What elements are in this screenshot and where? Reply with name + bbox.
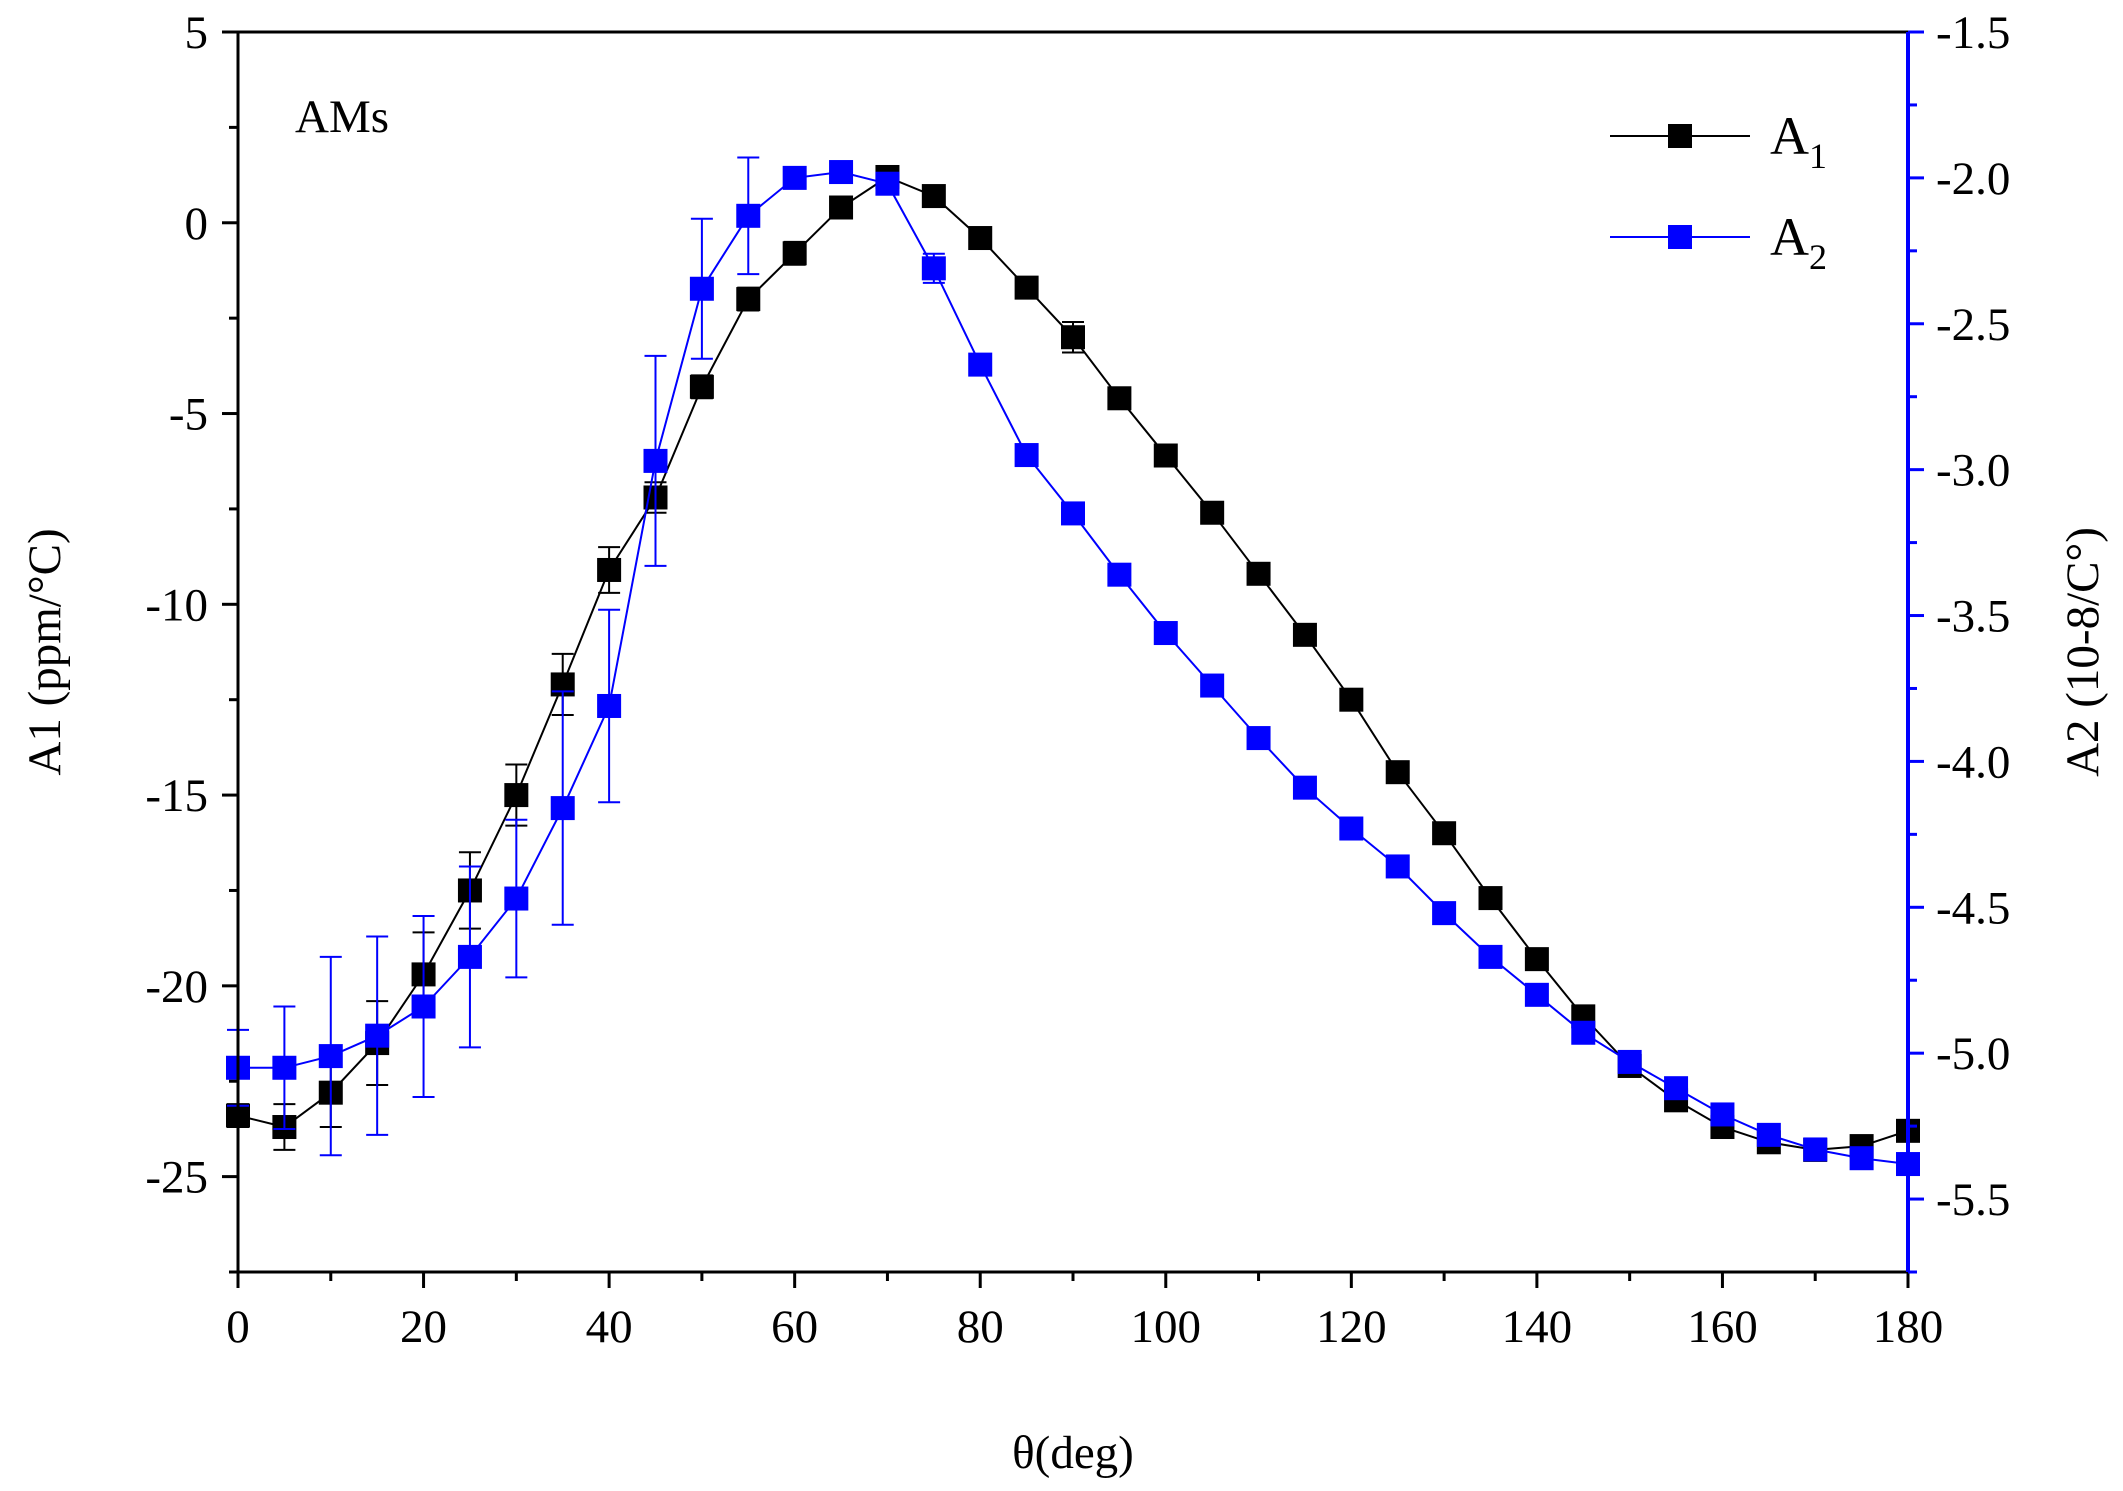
x-tick-label: 160 [1687,1301,1758,1353]
y-left-axis-title: A1 (ppm/°C) [19,528,71,775]
y-right-tick-label: -3.0 [1936,445,2010,497]
data-point [782,241,807,266]
x-tick-label: 40 [586,1301,633,1353]
data-point [1710,1102,1735,1127]
data-point [1617,1049,1642,1074]
data-point [1107,386,1132,411]
data-point [1524,982,1549,1007]
x-tick-label: 180 [1873,1301,1944,1353]
data-point [1061,325,1085,350]
x-axis-title: θ(deg) [1012,1427,1134,1479]
data-point [1478,886,1503,911]
data-point [1339,816,1364,841]
data-point [1246,726,1271,751]
y-right-tick-label: -5.0 [1936,1028,2010,1080]
y-right-tick-label: -2.5 [1936,299,2010,351]
data-point [829,160,854,185]
data-point [736,287,761,312]
y-left-tick-label: -25 [145,1152,208,1204]
data-point [689,374,714,399]
data-point [1849,1146,1874,1171]
y-left-tick-label: 0 [185,198,209,250]
x-tick-label: 0 [226,1301,250,1353]
y-right-tick-label: -4.5 [1936,882,2010,934]
data-point [968,352,993,377]
data-point [921,256,946,281]
data-point [829,195,854,220]
y-left-axis: 5 0 -5 -10 -15 -20 -25 [145,7,238,1274]
legend-item-a2: A2 [1610,207,1827,277]
legend-marker-a1 [1668,124,1692,148]
data-point [457,944,482,969]
data-point [411,994,436,1019]
data-point [689,276,714,301]
series-a2 [226,156,1920,1177]
data-point [1200,673,1225,698]
y-right-tick-label: -4.0 [1936,736,2010,788]
y-left-tick-label: -15 [145,770,208,822]
data-point [736,203,761,228]
data-point [1061,501,1085,526]
x-axis: 0 20 40 60 80 100 120 140 160 180 [226,1272,1943,1353]
x-tick-label: 20 [400,1301,447,1353]
y-right-tick-label: -5.5 [1936,1174,2010,1226]
data-point [1246,561,1271,586]
data-point [1014,443,1039,468]
data-point [1014,275,1039,300]
data-point [504,783,529,808]
data-point [504,886,529,911]
data-point [1432,901,1457,926]
y-left-tick-label: 5 [185,7,209,59]
data-point [1200,500,1225,525]
y-right-tick-label: -1.5 [1936,7,2010,59]
y-right-axis: -1.5 -2.0 -2.5 -3.0 -3.5 -4.0 -4.5 -5.0 -5.5 [1908,7,2010,1274]
x-tick-label: 140 [1502,1301,1573,1353]
data-point [365,1023,390,1048]
y-right-axis-title: A2 (10-8/C°) [2057,527,2109,777]
data-point [1107,562,1132,587]
x-tick-label: 80 [957,1301,1004,1353]
data-point [1803,1137,1828,1162]
data-point [1385,854,1410,879]
data-point [1385,760,1410,785]
x-tick-label: 100 [1131,1301,1202,1353]
data-point [1478,944,1503,969]
data-point [1524,947,1549,972]
x-tick-label: 120 [1316,1301,1387,1353]
data-point [875,171,900,196]
annotation-text: AMs [295,91,389,143]
data-point [1153,621,1178,646]
legend: A1 A2 [1610,106,1827,277]
data-point [921,184,946,209]
data-point [550,796,575,821]
data-point [318,1044,343,1069]
data-point [1571,1020,1596,1045]
data-point [643,448,668,473]
data-point [1432,821,1457,846]
y-right-tick-label: -2.0 [1936,153,2010,205]
series-line [238,170,1909,1165]
x-tick-label: 60 [771,1301,818,1353]
data-point [782,165,807,190]
data-point [1339,687,1364,712]
legend-marker-a2 [1668,225,1692,249]
data-point [597,557,622,582]
data-point [968,226,993,251]
data-point [1153,443,1178,468]
data-point [272,1055,297,1080]
y-left-tick-label: -5 [169,389,208,441]
series-a1 [226,164,1920,1162]
data-point [1664,1076,1689,1101]
data-point [1756,1122,1781,1147]
y-left-tick-label: -10 [145,579,208,631]
data-point [597,693,622,718]
legend-item-a1: A1 [1610,106,1827,176]
data-point [1292,775,1317,800]
y-left-tick-label: -20 [145,961,208,1013]
data-point [1292,622,1317,647]
legend-label-a1: A1 [1770,106,1827,176]
y-right-tick-label: -3.5 [1936,591,2010,643]
legend-label-a2: A2 [1770,207,1827,277]
